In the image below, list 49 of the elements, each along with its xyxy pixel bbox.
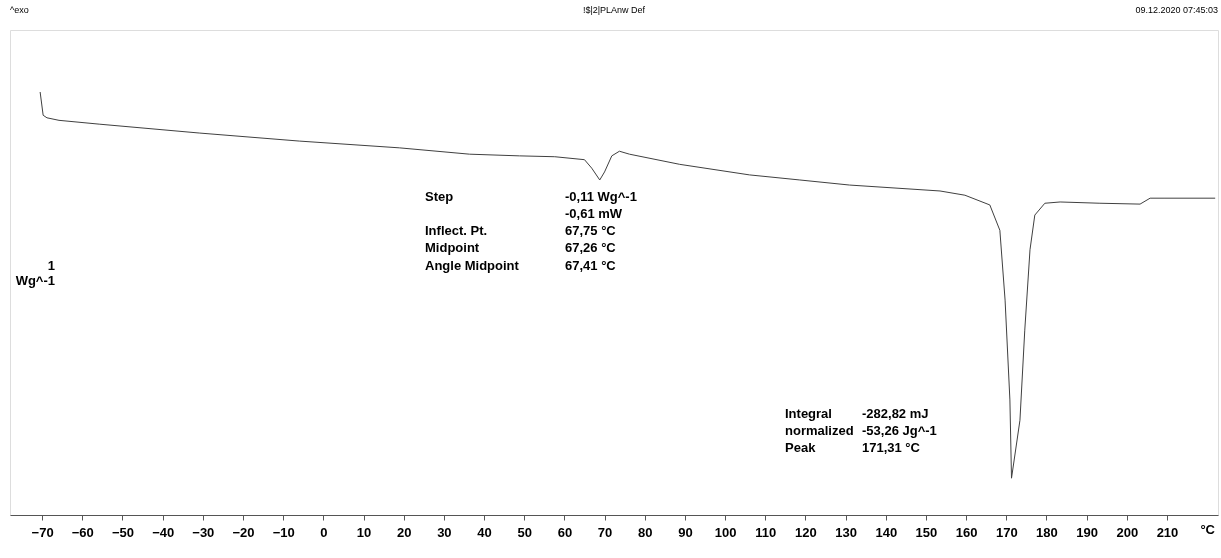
x-tick-label: 100 [714,524,737,540]
x-tick-label: −30 [192,524,215,540]
x-tick-label: 20 [396,524,412,540]
annotation: 67,26 °C [565,240,617,255]
x-tick-label: 150 [915,524,938,540]
x-tick-label: 180 [1036,524,1058,540]
chart-title: !$|2|PLAnw Def [582,5,646,15]
x-tick-label: 30 [437,524,452,540]
x-tick-label: 120 [795,524,817,540]
x-tick-label: 140 [875,524,898,540]
annotation: Peak [785,440,817,455]
annotation: -53,26 Jg^-1 [862,423,937,438]
x-tick-label: −20 [232,524,255,540]
x-tick-label: 10 [356,524,372,540]
annotation: -282,82 mJ [862,406,929,421]
x-tick-label: 50 [517,524,532,540]
x-tick-label: 210 [1156,524,1179,540]
x-tick-label: 60 [557,524,573,540]
annotation: Integral [785,406,832,421]
x-tick-label: −10 [272,524,295,540]
text: ^exo [10,5,29,15]
annotation: Midpoint [425,240,480,255]
x-tick-label: 160 [955,524,978,540]
x-tick-label: 70 [597,524,613,540]
x-tick-label: −40 [152,524,175,540]
x-tick-label: 40 [477,524,492,540]
x-tick-label: −50 [111,524,135,540]
x-tick-label: 130 [835,524,857,540]
annotation: 67,75 °C [565,223,617,238]
y-axis-title: 1 Wg^-1 [15,258,55,288]
annotation: -0,11 Wg^-1 [565,189,637,204]
x-tick-label: 190 [1076,524,1098,540]
x-tick-label: 90 [678,524,693,540]
x-tick-label: 110 [755,524,777,540]
x-tick-label: −70 [31,524,54,540]
x-tick-label: 80 [638,524,653,540]
annotation: Step [425,189,454,204]
x-tick-label: 170 [995,524,1018,540]
annotation: normalized [785,423,854,438]
annotation: Angle Midpoint [425,258,520,273]
x-tick-label: 0 [320,524,328,540]
x-tick-label: −60 [71,524,94,540]
annotation: Inflect. Pt. [425,223,488,238]
annotation: 171,31 °C [862,440,921,455]
text: 09.12.2020 07:45:03 [1135,5,1218,15]
annotation: 67,41 °C [565,258,617,273]
x-axis-title: °C [1200,522,1216,537]
annotation: -0,61 mW [565,206,623,221]
x-tick-label: 200 [1116,524,1139,540]
